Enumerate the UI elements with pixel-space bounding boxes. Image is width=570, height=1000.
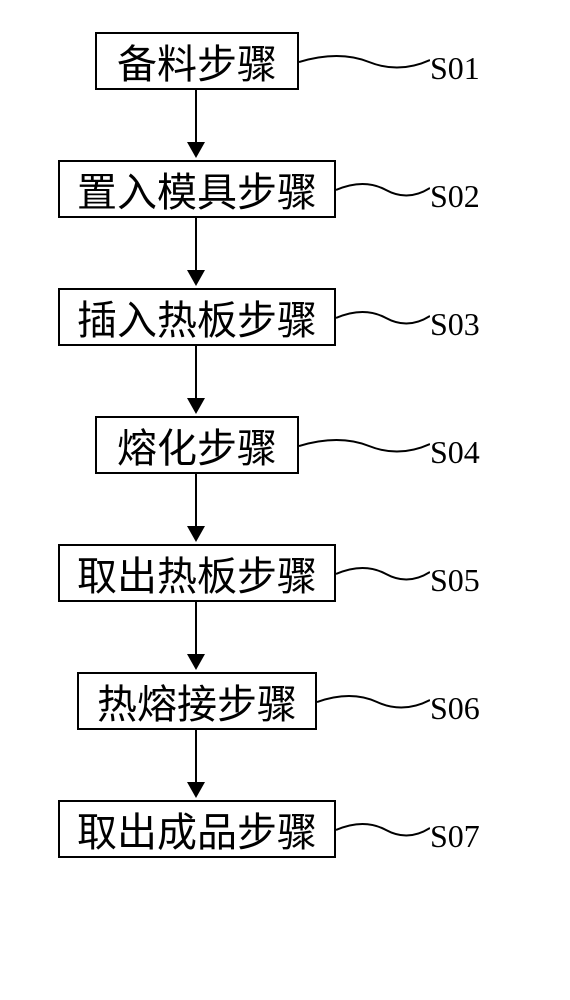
node-text: 熔化步骤: [117, 416, 277, 474]
arrow-3-4: [195, 346, 197, 412]
flowchart-container: 备料步骤 S01 置入模具步骤 S02 插入热板步骤 S03 熔化步骤 S04 …: [0, 0, 570, 1000]
flow-node-6: 热熔接步骤: [77, 672, 317, 730]
connector-6: [317, 692, 430, 712]
step-label-2: S02: [430, 178, 480, 215]
node-text: 取出热板步骤: [77, 544, 317, 602]
node-text: 插入热板步骤: [77, 288, 317, 346]
step-label-3: S03: [430, 306, 480, 343]
arrow-1-2: [195, 90, 197, 156]
connector-7: [336, 820, 430, 840]
connector-5: [336, 564, 430, 584]
node-text: 热熔接步骤: [97, 672, 297, 730]
node-text: 置入模具步骤: [77, 160, 317, 218]
step-label-4: S04: [430, 434, 480, 471]
connector-4: [299, 436, 430, 456]
step-label-6: S06: [430, 690, 480, 727]
flow-node-7: 取出成品步骤: [58, 800, 336, 858]
flow-node-4: 熔化步骤: [95, 416, 299, 474]
node-text: 取出成品步骤: [77, 800, 317, 858]
flow-node-1: 备料步骤: [95, 32, 299, 90]
arrow-6-7: [195, 730, 197, 796]
flow-node-3: 插入热板步骤: [58, 288, 336, 346]
flow-node-5: 取出热板步骤: [58, 544, 336, 602]
flow-node-2: 置入模具步骤: [58, 160, 336, 218]
node-text: 备料步骤: [117, 32, 277, 90]
connector-2: [336, 180, 430, 200]
connector-1: [299, 52, 430, 72]
arrow-2-3: [195, 218, 197, 284]
arrow-4-5: [195, 474, 197, 540]
arrow-5-6: [195, 602, 197, 668]
step-label-7: S07: [430, 818, 480, 855]
step-label-5: S05: [430, 562, 480, 599]
step-label-1: S01: [430, 50, 480, 87]
connector-3: [336, 308, 430, 328]
